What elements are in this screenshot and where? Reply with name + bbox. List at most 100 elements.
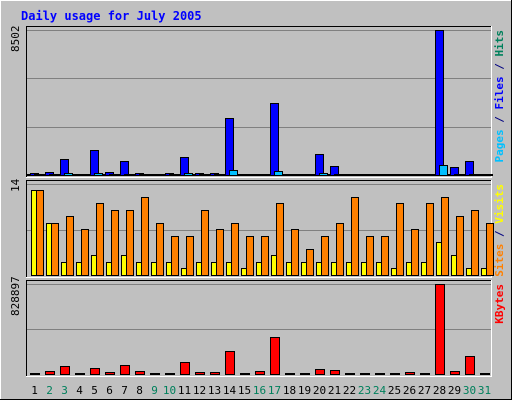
bar-kbytes [105,372,115,375]
x-tick-label: 2 [46,384,53,397]
bar-sites [141,197,149,276]
bar-sites [381,236,389,276]
bar-pages [214,174,223,176]
x-tick-label: 24 [373,384,387,397]
bar-kbytes [405,372,415,375]
bar-kbytes [60,366,70,375]
bar-pages [169,174,178,176]
bar-files [315,154,324,176]
chart-panels: 8502 Pages / Files / Hits 14 Sites / Visits… [9,26,506,377]
series-legend-label: Pages / Files / Hits [493,30,506,163]
bar-kbytes [420,373,430,375]
bar-sites [66,216,74,276]
bar-kbytes [285,373,295,375]
x-tick-label: 9 [151,384,158,397]
series-visits [31,190,489,276]
x-tick-label: 4 [76,384,83,397]
bar-sites [471,210,479,276]
bar-kbytes [330,370,340,375]
bar-pages [334,174,343,176]
bar-sites [276,203,284,276]
bar-sites [456,216,464,276]
bar-sites [156,223,164,276]
bar-sites [216,229,224,276]
x-tick-label: 6 [106,384,113,397]
legend-part: / [493,110,506,130]
x-tick-label: 13 [208,384,221,397]
bar-sites [351,197,359,276]
bar-kbytes [240,373,250,375]
bar-sites [36,190,44,276]
bar-sites [126,210,134,276]
bar-pages [184,173,193,176]
bar-pages [409,174,418,176]
bar-sites [486,223,494,276]
bar-kbytes [300,373,310,375]
legend-part: Hits [493,30,506,57]
x-tick-label: 12 [193,384,206,397]
bar-sites [51,223,59,276]
bar-pages [439,165,448,176]
bar-pages [319,173,328,176]
bar-kbytes [45,371,55,375]
x-tick-label: 27 [418,384,431,397]
x-tick-label: 10 [163,384,176,397]
bar-pages [229,170,238,176]
legend-part: Files [493,76,506,109]
bar-pages [349,174,358,176]
bar-sites [441,197,449,276]
bar-kbytes [195,372,205,375]
series-pages [34,165,493,176]
x-tick-label: 21 [328,384,341,397]
bar-files [270,103,279,176]
x-tick-label: 8 [136,384,143,397]
bar-kbytes [30,373,40,375]
bar-kbytes [390,373,400,375]
bar-sites [366,236,374,276]
bar-kbytes [180,362,190,375]
legend-part: / [493,57,506,77]
bar-kbytes [165,373,175,375]
bar-pages [364,174,373,176]
bar-pages [109,174,118,176]
x-axis-labels: 1 2 3 4 5 6 7 8 9 10 11 12 13 14 15 16 17 18 19 20 21 22 23 24 2… [31,384,491,397]
x-tick-label: 19 [298,384,311,397]
bar-pages [64,173,73,176]
bar-pages [94,173,103,176]
x-tick-label: 22 [343,384,356,397]
bar-pages [49,174,58,176]
bar-pages [469,174,478,176]
x-tick-label: 16 [253,384,266,397]
bar-sites [396,203,404,276]
bar-sites [291,229,299,276]
bar-sites [261,236,269,276]
bar-kbytes [315,369,325,375]
bar-pages [424,174,433,176]
bar-sites [321,236,329,276]
x-tick-label: 20 [313,384,326,397]
bar-kbytes [120,365,130,375]
legend-part: KBytes [493,284,506,324]
chart-title: Daily usage for July 2005 [21,9,202,23]
legend-part: Sites [493,244,506,277]
x-tick-label: 15 [238,384,251,397]
x-tick-label: 14 [223,384,237,397]
series-sites [36,190,494,276]
bar-pages [274,171,283,176]
bar-sites [81,229,89,276]
bar-pages [289,174,298,176]
panel-area [26,26,491,177]
bar-sites [306,249,314,276]
x-tick-label: 30 [463,384,476,397]
bar-sites [201,210,209,276]
x-tick-label: 29 [448,384,461,397]
bar-pages [484,174,493,176]
bar-kbytes [210,372,220,375]
x-tick-label: 31 [478,384,491,397]
series-legend-label: Sites / Visits [493,184,506,277]
bar-sites [171,236,179,276]
y-max-label: 828897 [9,276,22,316]
bar-kbytes [270,337,280,375]
x-tick-label: 28 [433,384,446,397]
